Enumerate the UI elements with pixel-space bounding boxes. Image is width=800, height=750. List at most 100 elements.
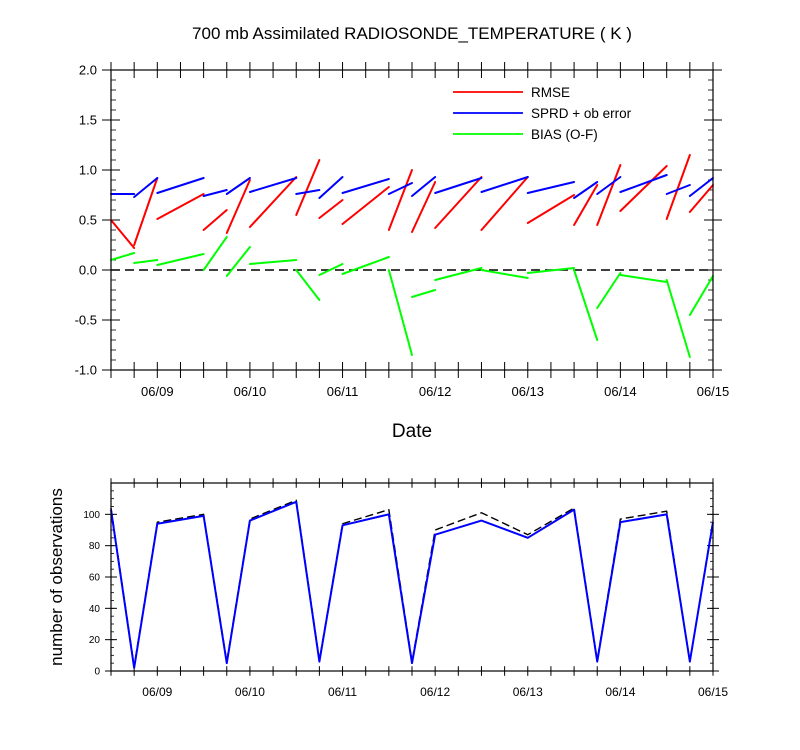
series-segment <box>295 269 321 301</box>
x-tick-label: 06/15 <box>697 384 730 399</box>
series-segment <box>133 177 159 198</box>
legend: RMSE SPRD + ob error BIAS (O-F) <box>453 85 632 142</box>
series-segment <box>434 176 483 229</box>
y-tick-label: 2.0 <box>79 63 97 78</box>
top-ticks-group <box>102 62 722 378</box>
x-tick-label: 06/15 <box>698 685 728 699</box>
series-segment <box>341 256 390 275</box>
series-segment <box>411 289 437 298</box>
bias-rmse-panel: 700 mb Assimilated RADIOSONDE_TEMPERATUR… <box>75 24 730 442</box>
y-tick-label: 0 <box>94 667 100 678</box>
top-plot-frame <box>110 69 714 371</box>
series-segment <box>225 246 251 277</box>
x-tick-label: 06/11 <box>327 384 359 399</box>
series-segment <box>688 184 714 213</box>
series-segment <box>480 176 529 231</box>
series-segment <box>133 259 159 264</box>
y-tick-label: -0.5 <box>75 313 97 328</box>
series-segment <box>341 186 390 225</box>
series-segment <box>387 269 413 356</box>
series-segment <box>619 174 668 193</box>
top-axis-labels: -1.0 -0.5 0.0 0.5 1.0 1.5 2.0 06/09 06/10 06/11 06… <box>75 63 730 399</box>
y-tick-label: 80 <box>89 541 101 552</box>
series-segment <box>225 179 251 234</box>
series-segment <box>480 269 529 279</box>
bottom-ticks-group <box>105 478 719 676</box>
series-segment <box>387 169 413 231</box>
series-segment <box>202 189 228 197</box>
series-segment <box>318 199 344 219</box>
bottom-plot-frame <box>110 482 714 672</box>
series-segment <box>202 236 228 271</box>
series-sprd-ob-error <box>110 174 714 199</box>
series-segment <box>480 176 529 193</box>
y-tick-label: 100 <box>83 510 100 521</box>
x-tick-label: 06/13 <box>511 384 544 399</box>
x-tick-label: 06/09 <box>141 384 174 399</box>
x-tick-label: 06/09 <box>142 685 172 699</box>
series-segment <box>110 252 136 261</box>
series-observations-possible <box>110 499 714 667</box>
series-segment <box>411 181 437 233</box>
x-tick-label: 06/12 <box>419 384 452 399</box>
y-tick-label: 60 <box>89 573 101 584</box>
series-segment <box>665 154 691 220</box>
y-tick-label: 40 <box>89 604 101 615</box>
series-segment <box>573 181 599 199</box>
series-segment <box>526 194 576 224</box>
x-tick-label: 06/12 <box>420 685 450 699</box>
series-segment <box>156 193 205 220</box>
series-segment <box>341 178 390 194</box>
series-segment <box>133 177 159 246</box>
series-segment <box>248 177 298 193</box>
observation-count-panel: 0 20 40 60 80 100 06/09 06/10 06/11 06/12 06/13 06/… <box>47 478 728 699</box>
y-tick-label: 1.0 <box>79 163 97 178</box>
series-segment <box>573 269 599 341</box>
series-segment <box>619 274 668 283</box>
series-segment <box>295 159 321 216</box>
chart-title: 700 mb Assimilated RADIOSONDE_TEMPERATUR… <box>192 24 632 43</box>
y-tick-label: 20 <box>89 635 101 646</box>
legend-label: SPRD + ob error <box>531 106 632 121</box>
y-tick-label: -1.0 <box>75 363 97 378</box>
series-segment <box>665 279 691 358</box>
legend-label: BIAS (O-F) <box>531 127 598 142</box>
bottom-axis-labels: 0 20 40 60 80 100 06/09 06/10 06/11 06/12 06/13 06/… <box>83 510 728 699</box>
x-axis-title: Date <box>392 421 432 442</box>
series-segment <box>295 189 321 195</box>
series-segment <box>156 177 205 194</box>
series-segment <box>387 182 413 195</box>
x-tick-label: 06/10 <box>234 384 267 399</box>
series-segment <box>434 267 483 281</box>
series-segment <box>688 177 714 197</box>
series-segment <box>318 176 344 199</box>
legend-label: RMSE <box>531 85 570 100</box>
series-segment <box>596 272 622 309</box>
x-tick-label: 06/14 <box>604 384 637 399</box>
series-segment <box>318 263 344 276</box>
series-segment <box>156 253 205 266</box>
series-observations-assimilated <box>110 500 714 669</box>
y-tick-label: 0.0 <box>79 263 97 278</box>
series-segment <box>411 176 437 197</box>
y-axis-title: number of observations <box>47 488 66 666</box>
series-segment <box>526 267 576 274</box>
series-segment <box>202 209 228 231</box>
series-segment <box>573 184 599 226</box>
series-segment <box>665 184 691 195</box>
series-segment <box>248 259 298 265</box>
series-rmse <box>110 154 714 249</box>
y-tick-label: 1.5 <box>79 113 97 128</box>
series-segment <box>248 176 298 228</box>
x-tick-label: 06/14 <box>605 685 635 699</box>
series-segment <box>596 176 622 195</box>
series-segment <box>110 219 136 249</box>
x-tick-label: 06/11 <box>328 685 357 699</box>
y-tick-label: 0.5 <box>79 213 97 228</box>
series-segment <box>225 177 251 195</box>
top-series-group <box>110 154 714 358</box>
series-segment <box>596 164 622 226</box>
series-bias-o-f <box>110 236 714 358</box>
x-tick-label: 06/10 <box>235 685 265 699</box>
